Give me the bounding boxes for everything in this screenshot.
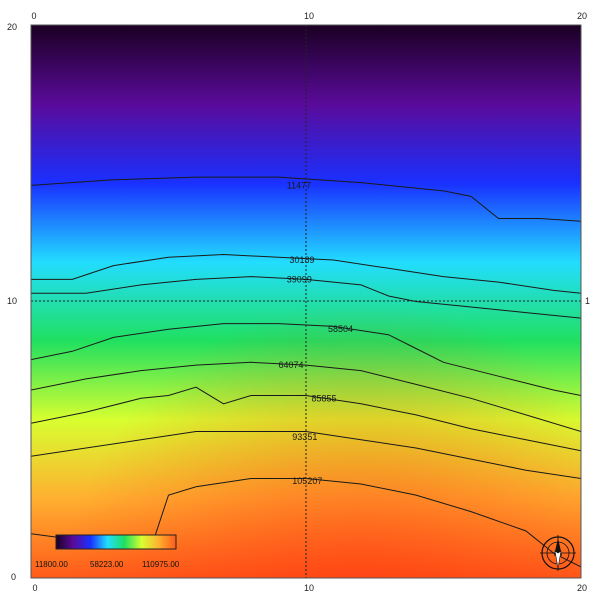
colorbar-label-max: 110975.00 xyxy=(142,560,180,569)
tick-label-left-20: 20 xyxy=(7,22,17,32)
contour-lines: 11477 30189 39099 58504 64074 85855 93351 10520… xyxy=(31,176,581,568)
contour-label-39099: 39099 xyxy=(287,274,312,284)
tick-label-bottom-20: 20 xyxy=(577,583,587,592)
contour-label-105207: 105207 xyxy=(292,476,322,486)
contour-line-85855 xyxy=(31,386,581,452)
tick-label-top-10: 10 xyxy=(304,11,314,21)
tick-label-left-0: 0 xyxy=(11,572,16,582)
plot-area: 11477 30189 39099 58504 64074 85855 93351 10520… xyxy=(30,24,582,579)
plot-border xyxy=(30,24,582,579)
tick-label-right-1: 1 xyxy=(585,296,590,306)
colorbar: 11800.00 58223.00 110975.00 xyxy=(35,534,180,569)
tick-label-top-20: 20 xyxy=(577,11,587,21)
contour-line-58504 xyxy=(31,323,581,396)
axis-ticks: 0 10 20 0 10 20 20 10 0 1 xyxy=(7,11,590,592)
contour-label-30189: 30189 xyxy=(290,255,315,265)
tick-label-left-10: 10 xyxy=(7,296,17,306)
contour-line-11477 xyxy=(31,176,581,222)
contour-label-85855: 85855 xyxy=(312,393,337,403)
contour-label-93351: 93351 xyxy=(292,432,317,442)
colorbar-label-mid: 58223.00 xyxy=(90,560,124,569)
contour-line-39099 xyxy=(31,276,581,319)
tick-label-top-0: 0 xyxy=(31,11,36,21)
tick-label-bottom-0: 0 xyxy=(32,583,37,592)
contour-line-93351 xyxy=(31,431,581,479)
tick-label-bottom-10: 10 xyxy=(304,583,314,592)
contour-label-11477: 11477 xyxy=(287,180,311,190)
colorbar-label-min: 11800.00 xyxy=(35,560,68,569)
contour-label-58504: 58504 xyxy=(328,324,353,334)
colorbar-ramp xyxy=(55,534,177,550)
north-arrow-icon xyxy=(540,535,576,571)
contour-label-64074: 64074 xyxy=(279,360,304,370)
